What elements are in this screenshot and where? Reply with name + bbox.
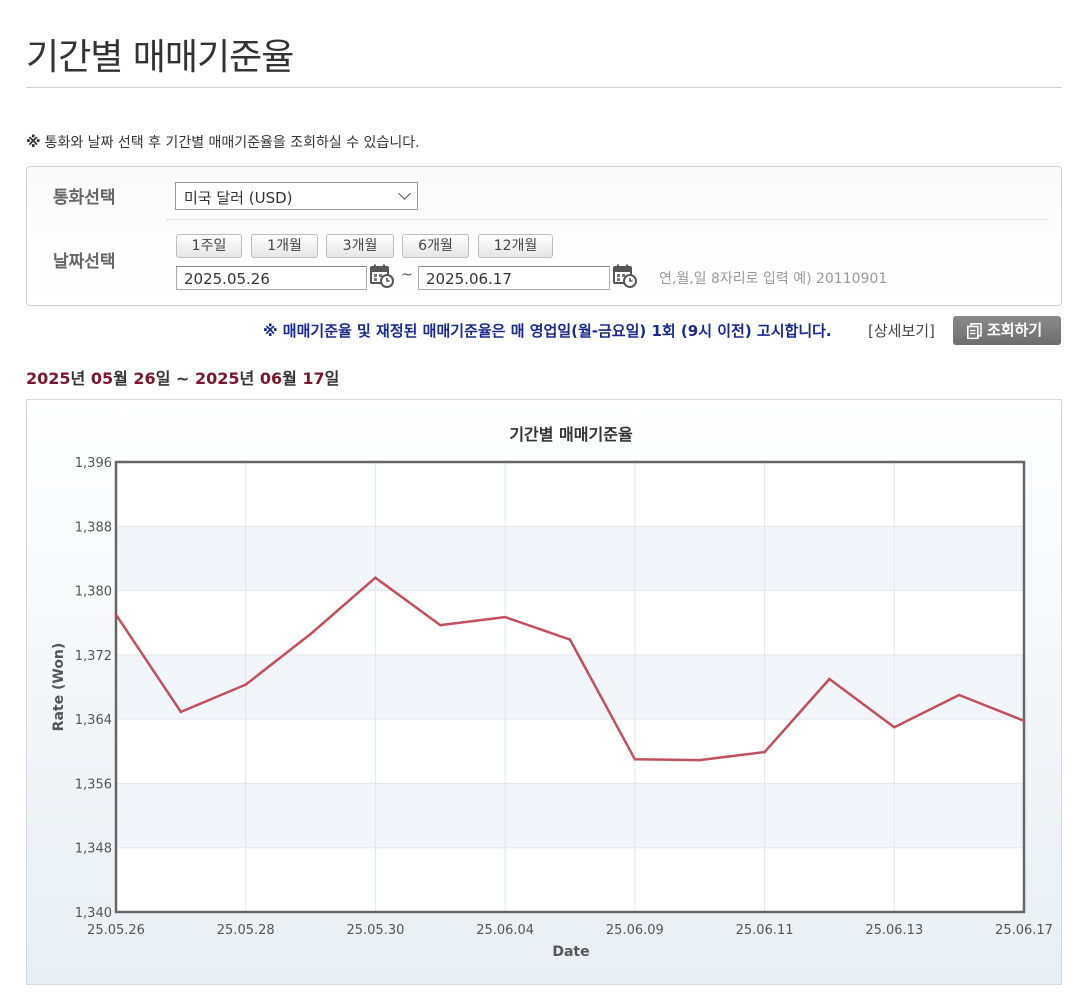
grid-band <box>116 462 1024 527</box>
plot-area-frame <box>114 460 1026 914</box>
chevron-down-icon <box>398 187 411 200</box>
notice-text: ※ 통화와 날짜 선택 후 기간별 매매기준율을 조회하실 수 있습니다. <box>26 132 420 152</box>
title-divider <box>26 87 1062 88</box>
range-start-day: 26 <box>133 369 156 388</box>
currency-selected-value: 미국 달러 (USD) <box>184 189 293 207</box>
page-title: 기간별 매매기준율 <box>26 37 294 78</box>
period-button-1week[interactable]: 1주일 <box>176 234 242 258</box>
currency-select[interactable]: 미국 달러 (USD) <box>175 182 418 210</box>
y-tick-label: 1,388 <box>75 520 112 535</box>
chart-title: 기간별 매매기준율 <box>509 425 633 444</box>
y-axis-label: Rate (Won) <box>51 643 67 732</box>
document-icon <box>967 323 982 339</box>
detail-link[interactable]: [상세보기] <box>868 322 935 340</box>
data-point <box>892 725 896 729</box>
x-tick-label: 25.05.30 <box>346 923 404 938</box>
x-tick-label: 25.06.11 <box>736 923 794 938</box>
period-button-1month[interactable]: 1개월 <box>251 234 318 258</box>
x-tick-label: 25.05.28 <box>217 923 275 938</box>
start-date-input[interactable]: 2025.05.26 <box>176 266 367 290</box>
announcement-text: ※ 매매기준율 및 재정된 매매기준율은 매 영업일(월-금요일) 1회 (9시… <box>263 322 832 340</box>
x-tick-label: 25.06.17 <box>995 923 1053 938</box>
data-point <box>568 638 572 641</box>
range-start-year: 2025 <box>26 369 71 388</box>
range-start-month: 05 <box>90 369 114 388</box>
y-tick-label: 1,372 <box>75 649 112 664</box>
x-tick-label: 25.06.04 <box>476 923 534 938</box>
data-point <box>957 693 961 697</box>
search-button-label: 조회하기 <box>987 321 1043 339</box>
grid-band <box>116 526 1024 591</box>
x-tick-label: 25.06.13 <box>865 923 923 938</box>
x-axis-label: Date <box>552 944 589 960</box>
data-point <box>828 677 831 681</box>
chart-panel: 기간별 매매기준율 1,340 1,348 1,356 1,364 1,372 1,380… <box>26 399 1062 985</box>
calendar-icon[interactable] <box>613 264 637 288</box>
x-tick-label: 25.05.26 <box>87 923 145 938</box>
y-tick-label: 1,356 <box>75 777 112 792</box>
grid-band <box>116 719 1024 784</box>
grid-band <box>116 847 1024 912</box>
data-point <box>633 758 637 761</box>
range-separator: ~ <box>176 369 190 388</box>
y-tick-label: 1,348 <box>75 842 112 857</box>
month-unit: 월 <box>282 369 297 388</box>
search-button[interactable]: 조회하기 <box>953 316 1061 345</box>
notice-mark: ※ <box>26 133 41 151</box>
range-end-year: 2025 <box>194 369 240 388</box>
data-point <box>698 758 702 762</box>
calendar-icon[interactable] <box>370 264 394 288</box>
year-unit: 년 <box>239 369 255 388</box>
day-unit: 일 <box>324 369 340 388</box>
day-unit: 일 <box>155 369 171 388</box>
data-point <box>179 710 183 714</box>
row-divider <box>167 219 1047 220</box>
date-range-heading: 2025년 05월 26일 ~ 2025년 06월 17일 <box>26 365 339 389</box>
grid-band <box>116 654 1024 720</box>
currency-label: 통화선택 <box>53 188 116 208</box>
data-point <box>374 576 377 580</box>
range-end-day: 17 <box>302 369 325 388</box>
period-button-6month[interactable]: 6개월 <box>402 234 469 258</box>
date-separator: ~ <box>401 267 413 283</box>
x-tick-label: 25.06.09 <box>606 923 664 938</box>
date-label: 날짜선택 <box>53 252 116 272</box>
period-button-3month[interactable]: 3개월 <box>326 234 394 258</box>
data-point <box>309 632 312 636</box>
data-point <box>1022 719 1026 723</box>
data-point <box>114 613 118 616</box>
data-point <box>438 623 442 627</box>
y-tick-label: 1,380 <box>75 585 112 600</box>
period-button-12month[interactable]: 12개월 <box>478 234 553 258</box>
rate-line-chart: 기간별 매매기준율 1,340 1,348 1,356 1,364 1,372 1,380… <box>51 425 1053 960</box>
notice-message: 통화와 날짜 선택 후 기간별 매매기준율을 조회하실 수 있습니다. <box>44 135 420 151</box>
range-end-month: 06 <box>259 369 283 388</box>
grid-band <box>116 590 1024 655</box>
year-unit: 년 <box>70 369 86 388</box>
data-point <box>503 615 507 619</box>
data-point <box>244 683 248 686</box>
date-format-hint: 연,월,일 8자리로 입력 예) 20110901 <box>659 271 888 287</box>
month-unit: 월 <box>113 369 128 388</box>
end-date-input[interactable]: 2025.06.17 <box>418 266 610 290</box>
data-point <box>763 750 766 754</box>
filter-panel: 통화선택 미국 달러 (USD) 날짜선택 1주일 1개월 3개월 6개월 12… <box>26 166 1062 306</box>
y-tick-label: 1,364 <box>75 713 112 728</box>
y-tick-label: 1,396 <box>75 456 112 471</box>
y-tick-label: 1,340 <box>75 906 112 921</box>
grid-band <box>116 783 1024 848</box>
